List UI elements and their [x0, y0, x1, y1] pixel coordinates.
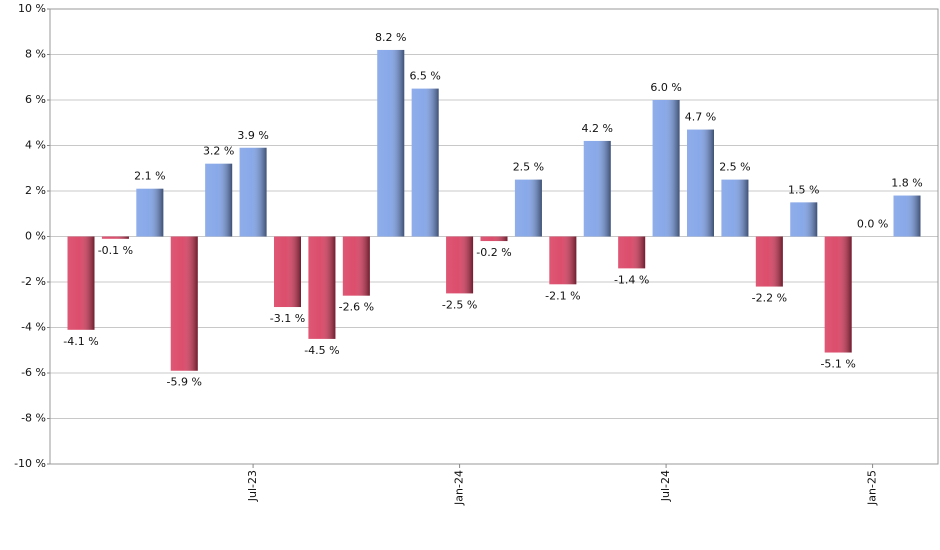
y-tick-label: -2 %: [21, 275, 46, 288]
y-tick-label: -6 %: [21, 366, 46, 379]
bar-shade: [308, 236, 336, 339]
value-label: -2.5 %: [442, 298, 477, 311]
value-label: -0.1 %: [98, 244, 133, 257]
bar-shade: [687, 129, 714, 237]
value-label: -4.5 %: [304, 344, 339, 357]
bar-shade: [205, 163, 233, 237]
value-label: 1.8 %: [891, 177, 922, 190]
bar-shade: [377, 49, 405, 237]
bar-shade: [480, 236, 508, 242]
value-label: -2.6 %: [339, 301, 374, 314]
bar-shade: [239, 147, 267, 237]
value-label: 6.0 %: [650, 81, 681, 94]
x-tick-label: Jul-23: [246, 470, 259, 502]
y-tick-label: 0 %: [25, 230, 46, 243]
bar-shade: [274, 236, 301, 308]
value-label: 2.5 %: [513, 161, 544, 174]
y-tick-label: 4 %: [25, 139, 46, 152]
bar-shade: [549, 236, 577, 285]
plot-border: [49, 8, 939, 465]
value-label: -5.9 %: [167, 376, 202, 389]
bar-shade: [446, 236, 474, 294]
value-label: -1.4 %: [614, 273, 649, 286]
bar-shade: [790, 202, 818, 237]
y-tick-label: 8 %: [25, 48, 46, 61]
value-label: 2.1 %: [134, 170, 165, 183]
value-label: -4.1 %: [63, 335, 98, 348]
bar-shade: [342, 236, 370, 296]
bar-shade: [583, 140, 611, 237]
bar-shade: [824, 236, 852, 353]
bar-shade: [170, 236, 198, 371]
value-label: -2.1 %: [545, 289, 580, 302]
bar-shade: [411, 88, 439, 237]
value-label: -3.1 %: [270, 312, 305, 325]
x-tick-label: Jan-24: [453, 470, 466, 506]
y-tick-label: -4 %: [21, 321, 46, 334]
value-label: -5.1 %: [820, 358, 855, 371]
value-label: 4.7 %: [685, 111, 716, 124]
value-label: -2.2 %: [752, 292, 787, 305]
bar-shade: [652, 100, 680, 237]
bar-shade: [893, 195, 921, 237]
value-label: 8.2 %: [375, 31, 406, 44]
value-label: 3.9 %: [237, 129, 268, 142]
bar-shade: [755, 236, 783, 287]
bar-shade: [721, 179, 749, 237]
bar-shade: [136, 188, 164, 237]
value-label: -0.2 %: [476, 246, 511, 259]
y-tick-label: -10 %: [14, 457, 46, 470]
value-label: 6.5 %: [409, 70, 440, 83]
value-label: 4.2 %: [582, 122, 613, 135]
bar-shade: [101, 236, 129, 239]
y-tick-label: 2 %: [25, 184, 46, 197]
bar-shade: [67, 236, 95, 330]
x-tick-label: Jan-25: [866, 470, 879, 506]
bar-shade: [618, 236, 646, 269]
y-tick-label: 6 %: [25, 93, 46, 106]
bar-shade: [514, 179, 542, 237]
x-tick-label: Jul-24: [659, 470, 672, 502]
value-label: 3.2 %: [203, 145, 234, 158]
value-label: 2.5 %: [719, 161, 750, 174]
y-tick-label: 10 %: [18, 2, 46, 15]
value-label: 1.5 %: [788, 183, 819, 196]
y-tick-label: -8 %: [21, 412, 46, 425]
value-label: 0.0 %: [857, 218, 888, 231]
